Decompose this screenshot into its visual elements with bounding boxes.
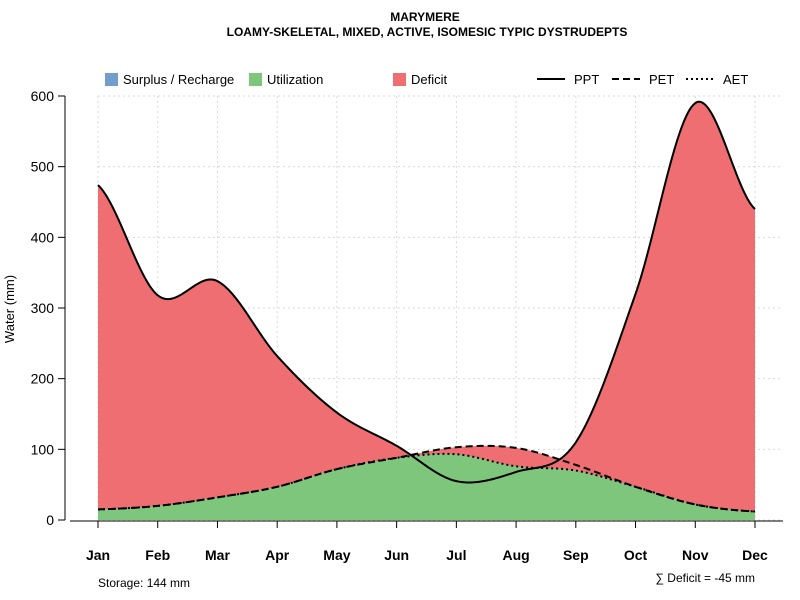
legend-label-aet: AET <box>723 72 748 87</box>
legend-swatch-surplus <box>105 73 118 86</box>
legend-label-utilization: Utilization <box>267 72 323 87</box>
x-ticks: Jan Feb Mar Apr May Jun Jul Aug Sep Oct Nov Dec <box>86 521 768 563</box>
x-tick-label: Jan <box>86 547 110 563</box>
areas <box>98 101 755 521</box>
legend-label-deficit: Deficit <box>411 72 448 87</box>
y-ticks: 0 100 200 300 400 500 600 <box>31 88 65 528</box>
x-tick-label: Aug <box>502 547 529 563</box>
storage-label: Storage: 144 mm <box>98 576 190 590</box>
y-tick-label: 200 <box>31 371 55 387</box>
x-tick-label: Jul <box>446 547 466 563</box>
series-line-aet <box>97 452 756 513</box>
x-tick-label: Oct <box>624 547 648 563</box>
y-tick-label: 400 <box>31 229 55 245</box>
x-tick-label: Mar <box>205 547 230 563</box>
legend: Surplus / Recharge Utilization Deficit P… <box>105 72 748 87</box>
chart-title: MARYMERE <box>390 10 460 24</box>
y-tick-label: 600 <box>31 88 55 104</box>
x-tick-label: Feb <box>145 547 170 563</box>
legend-swatch-utilization <box>249 73 262 86</box>
chart-subtitle: LOAMY-SKELETAL, MIXED, ACTIVE, ISOMESIC … <box>227 25 628 39</box>
x-tick-label: Dec <box>742 547 768 563</box>
x-tick-label: Apr <box>265 547 290 563</box>
y-axis-label: Water (mm) <box>2 275 17 343</box>
x-tick-label: Sep <box>563 547 589 563</box>
legend-label-surplus: Surplus / Recharge <box>123 72 234 87</box>
y-tick-label: 500 <box>31 159 55 175</box>
y-tick-label: 300 <box>31 300 55 316</box>
legend-swatch-deficit <box>393 73 406 86</box>
series-line-ppt <box>97 100 756 484</box>
x-tick-label: Jun <box>384 547 409 563</box>
x-tick-label: May <box>323 547 350 563</box>
legend-label-ppt: PPT <box>574 72 599 87</box>
y-tick-label: 0 <box>46 512 54 528</box>
deficit-label: ∑ Deficit = -45 mm <box>655 571 755 585</box>
legend-label-pet: PET <box>649 72 674 87</box>
area-utilization <box>98 453 755 520</box>
y-tick-label: 100 <box>31 441 55 457</box>
lines <box>97 100 756 513</box>
x-tick-label: Nov <box>682 547 709 563</box>
